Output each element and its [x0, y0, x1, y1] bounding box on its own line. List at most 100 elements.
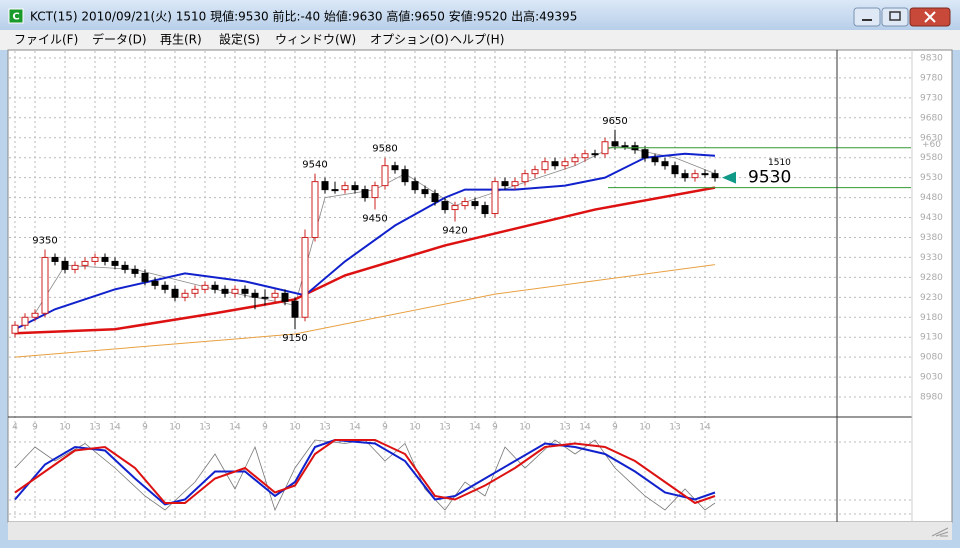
- candle-body: [321, 181, 329, 191]
- peak-label: 9540: [302, 160, 327, 171]
- candle-body: [531, 169, 539, 175]
- x-tick-label: 14: [469, 423, 481, 433]
- candle-body: [521, 173, 529, 183]
- candle-body: [91, 256, 99, 262]
- x-tick-label: 13: [89, 423, 100, 433]
- x-tick-label: 10: [289, 423, 301, 433]
- x-tick-label: 13: [439, 423, 450, 433]
- y-tick-label: 9630: [920, 133, 943, 143]
- x-tick-label: 10: [639, 423, 651, 433]
- candle-body: [431, 193, 439, 203]
- candle-body: [401, 169, 409, 183]
- menu-item[interactable]: ファイル(F): [14, 33, 78, 47]
- menu-item[interactable]: データ(D): [92, 32, 147, 47]
- peak-label: 9580: [372, 144, 397, 155]
- candle-body: [141, 272, 149, 282]
- x-tick-label: 14: [349, 423, 361, 433]
- y-tick-label: 9280: [920, 273, 943, 283]
- candle-body: [691, 173, 699, 179]
- peak-label: 9650: [602, 116, 627, 127]
- candle-body: [111, 260, 119, 266]
- x-tick-label: 9: [382, 423, 388, 433]
- peak-label: 9350: [32, 235, 57, 246]
- candle-body: [371, 185, 379, 199]
- y-tick-label: 9430: [920, 213, 943, 223]
- menu-item[interactable]: ヘルプ(H): [450, 33, 504, 47]
- peak-label: 9450: [362, 214, 387, 225]
- candle-body: [171, 288, 179, 298]
- candle-body: [511, 181, 519, 187]
- candle-body: [161, 284, 169, 290]
- candle-body: [71, 264, 79, 270]
- candle-body: [131, 268, 139, 274]
- title-bar: [0, 0, 960, 30]
- candle-body: [621, 145, 629, 148]
- offset-label: +60: [922, 140, 941, 150]
- candle-body: [191, 288, 199, 294]
- oscillator-line: [14, 439, 716, 505]
- maximize-button[interactable]: [881, 7, 909, 27]
- x-tick-label: 4: [12, 423, 18, 433]
- candle-body: [41, 256, 49, 314]
- candle-body: [651, 157, 659, 163]
- candle-body: [311, 181, 319, 238]
- candle-body: [381, 165, 389, 187]
- peak-label: 9420: [442, 226, 467, 237]
- y-tick-label: 8980: [920, 393, 943, 403]
- candle-body: [641, 149, 649, 159]
- candle-body: [561, 161, 569, 167]
- candle-body: [271, 292, 279, 298]
- menu-item[interactable]: オプション(O): [370, 33, 449, 47]
- status-bar: [8, 522, 952, 540]
- moving-average: [14, 152, 716, 331]
- candle-body: [151, 280, 159, 286]
- candle-body: [601, 141, 609, 155]
- y-tick-label: 9780: [920, 73, 943, 83]
- x-tick-label: 10: [169, 423, 181, 433]
- candle-body: [471, 201, 479, 207]
- y-tick-label: 9080: [920, 353, 943, 363]
- last-time: 1510: [768, 158, 791, 168]
- y-tick-label: 9830: [920, 53, 943, 63]
- peak-label: 9150: [282, 333, 307, 344]
- minimize-button[interactable]: [853, 7, 881, 27]
- candle-body: [51, 256, 59, 262]
- x-tick-label: 9: [142, 423, 148, 433]
- candle-body: [11, 324, 19, 334]
- x-tick-label: 9: [32, 423, 38, 433]
- candle-body: [281, 292, 289, 302]
- candle-body: [121, 264, 129, 270]
- x-tick-label: 14: [229, 423, 241, 433]
- menu-bar: [0, 30, 960, 50]
- candle-body: [681, 173, 689, 179]
- candle-body: [701, 173, 709, 176]
- candle-body: [581, 153, 589, 159]
- moving-average: [14, 186, 716, 335]
- candle-body: [341, 185, 349, 191]
- x-tick-label: 13: [319, 423, 330, 433]
- candle-body: [211, 284, 219, 290]
- x-tick-label: 14: [579, 423, 591, 433]
- oscillator-line: [14, 439, 716, 512]
- menu-item[interactable]: ウィンドウ(W): [275, 33, 356, 47]
- menu-item[interactable]: 再生(R): [160, 33, 202, 47]
- x-tick-label: 10: [59, 423, 71, 433]
- candle-body: [491, 181, 499, 215]
- candle-body: [671, 165, 679, 175]
- candle-body: [481, 205, 489, 215]
- menu-item[interactable]: 設定(S): [219, 32, 260, 47]
- candle-body: [411, 181, 419, 191]
- x-tick-label: 9: [262, 423, 268, 433]
- y-tick-label: 9230: [920, 293, 943, 303]
- candle-body: [181, 292, 189, 298]
- y-tick-label: 9680: [920, 113, 943, 123]
- y-tick-label: 9380: [920, 233, 943, 243]
- y-tick-label: 9530: [920, 173, 943, 183]
- x-tick-label: 13: [199, 423, 210, 433]
- candle-body: [591, 153, 599, 156]
- last-price-arrow: [722, 171, 736, 184]
- candle-body: [331, 189, 339, 192]
- candle-body: [611, 141, 619, 147]
- candle-body: [241, 288, 249, 294]
